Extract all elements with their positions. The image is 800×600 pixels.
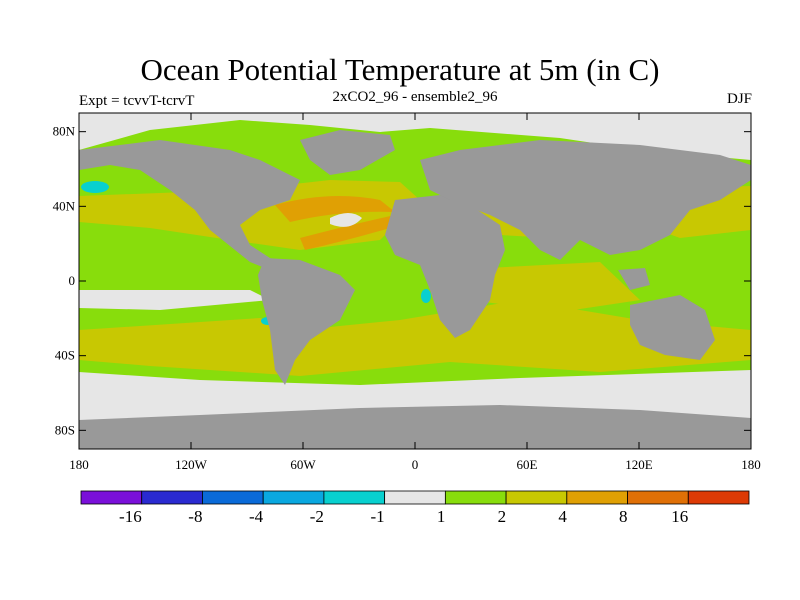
australia (630, 295, 715, 360)
temp-region-atlantic-patch (330, 213, 362, 227)
lat-tick-label: 0 (69, 273, 76, 288)
temp-region-cold-spot-1 (81, 181, 109, 193)
eurasia (420, 140, 751, 260)
colorbar-swatch (323, 490, 386, 505)
colorbar-label: -4 (249, 507, 264, 526)
colorbar-label: -2 (310, 507, 324, 526)
colorbar-swatch (384, 490, 446, 505)
longitude-axis: 180 120W 60W 0 60E 120E 180 (69, 113, 761, 472)
lat-tick-label: 40N (53, 198, 76, 213)
indonesia (618, 268, 650, 290)
greenland (300, 130, 395, 175)
case-label: 2xCO2_96 - ensemble2_96 (332, 89, 498, 105)
map-field (79, 113, 751, 449)
lon-tick-label: 120W (175, 457, 208, 472)
temp-region-southern-band (79, 300, 751, 376)
colorbar-label: -16 (119, 507, 142, 526)
latitude-axis: 80N 40N 0 40S 80S (53, 124, 751, 437)
plot-title: Ocean Potential Temperature at 5m (in C) (140, 52, 660, 87)
temp-region-arctic (79, 113, 751, 160)
lon-tick-label: 0 (412, 457, 419, 472)
lat-tick-label: 80N (53, 124, 76, 139)
colorbar-label: 8 (619, 507, 628, 526)
africa (385, 195, 505, 338)
colorbar-label: 16 (671, 507, 688, 526)
lon-tick-label: 180 (741, 457, 761, 472)
colorbar-label: 4 (558, 507, 567, 526)
temp-region-indian-ocean (450, 262, 640, 312)
colorbar-label: -1 (370, 507, 384, 526)
temp-region-gulf-stream (275, 196, 395, 222)
lat-tick-label: 40S (55, 348, 75, 363)
colorbar-swatch (505, 490, 568, 505)
colorbar-swatch (627, 490, 689, 505)
colorbar-label: -8 (188, 507, 202, 526)
colorbar-swatch (141, 490, 203, 505)
colorbar-swatch (566, 490, 628, 505)
temp-region-subtropical-streak (300, 215, 400, 250)
lon-tick-label: 60E (517, 457, 538, 472)
temp-region-cold-spot-3 (421, 289, 431, 303)
experiment-label: Expt = tcvvT-tcrvT (79, 93, 195, 109)
antarctica (79, 405, 751, 449)
south-america (258, 258, 355, 385)
colorbar-label: 1 (437, 507, 446, 526)
lon-tick-label: 120E (625, 457, 653, 472)
temp-region-tropical-pacific (79, 290, 270, 310)
north-america (79, 140, 300, 278)
season-label: DJF (726, 91, 752, 107)
colorbar-swatch (687, 490, 750, 505)
colorbar-label: 2 (498, 507, 507, 526)
colorbar: -16 -8 -4 -2 -1 1 2 4 8 16 (80, 490, 750, 526)
colorbar-swatch (80, 490, 143, 505)
lon-tick-label: 60W (290, 457, 316, 472)
temp-region-southern-ocean (79, 370, 751, 420)
colorbar-swatch (262, 490, 325, 505)
colorbar-swatch (202, 490, 264, 505)
lat-tick-label: 80S (55, 422, 75, 437)
colorbar-swatch (444, 490, 507, 505)
lon-tick-label: 180 (69, 457, 89, 472)
